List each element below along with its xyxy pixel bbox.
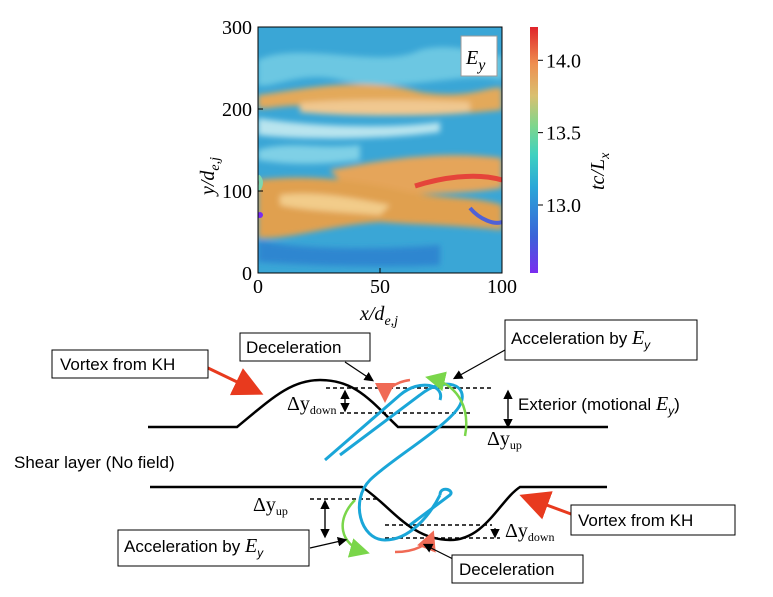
colorbar-label-main: tc/L — [587, 159, 609, 190]
shear-layer-label: Shear layer (No field) — [14, 453, 175, 472]
y-tick-label: 300 — [222, 17, 252, 39]
colorbar — [530, 27, 538, 273]
colorbar-label-sub: x — [598, 152, 613, 160]
text-part: Δy — [487, 428, 510, 450]
x-label-main: x/d — [359, 303, 385, 325]
y-tick-label: 100 — [222, 181, 252, 203]
label-box — [239, 332, 371, 362]
vortex-arrow-bottom — [519, 491, 572, 520]
annotation-main: E — [465, 47, 478, 69]
label-box — [117, 529, 310, 567]
x-tick-label: 50 — [370, 276, 390, 298]
text-part: Δy — [287, 393, 310, 415]
y-label-sub: e,j — [208, 157, 223, 171]
x-axis-label: x/de,j — [359, 303, 398, 329]
dy-label: Δyup — [487, 428, 522, 452]
text-part: E — [244, 535, 257, 557]
deceleration-arrow-bottom — [394, 530, 436, 554]
x-tick-label: 100 — [487, 276, 517, 298]
text-part: y — [643, 338, 651, 352]
label-box — [570, 504, 736, 536]
x-label-sub: e,j — [384, 314, 398, 329]
text-part: up — [276, 504, 288, 518]
label-box — [51, 349, 209, 379]
dy-label: Δydown — [505, 520, 555, 544]
y-axis-label: y/de,j — [197, 157, 223, 197]
x-tick-label: 0 — [253, 276, 263, 298]
text-part: Acceleration by — [511, 329, 632, 348]
vortex-label: Vortex from KH — [578, 511, 693, 530]
vortex-arrow-top — [207, 366, 264, 396]
annotation-sub: y — [476, 57, 486, 74]
leaders — [309, 349, 513, 561]
text-part: ) — [674, 395, 680, 414]
deceleration-label: Deceleration — [246, 338, 341, 357]
text-part: down — [528, 530, 555, 544]
colorbar-tick-label: 14.0 — [546, 50, 581, 72]
text-part: up — [510, 438, 522, 452]
colorbar-tick-label: 13.5 — [546, 123, 581, 145]
annotation: Ey — [465, 47, 486, 74]
text-part: E — [655, 393, 668, 415]
text-part: E — [631, 327, 644, 349]
label-box — [504, 319, 698, 361]
dy-label: Δyup — [253, 494, 288, 518]
deceleration-label: Deceleration — [459, 560, 554, 579]
acceleration-label: Acceleration by Ey — [511, 327, 651, 352]
colorbar-tick-label: 13.0 — [546, 195, 581, 217]
y-tick-label: 0 — [242, 263, 252, 285]
exterior-label: Exterior (motional Ey) — [518, 393, 680, 418]
vortex-label: Vortex from KH — [60, 355, 175, 374]
dy-label: Δydown — [287, 393, 337, 417]
acceleration-arrow-top — [425, 371, 468, 437]
lower-boundary — [150, 485, 607, 542]
acceleration-label: Acceleration by Ey — [124, 535, 264, 560]
orbit-curve — [339, 382, 464, 542]
deceleration-arrow-top — [375, 378, 411, 403]
text-part: Δy — [253, 494, 276, 516]
text-part: Exterior (motional — [518, 395, 656, 414]
label-box — [451, 554, 584, 584]
orbit-curve-3 — [409, 487, 453, 527]
y-tick-label: 200 — [222, 99, 252, 121]
colorbar-label: tc/Lx — [587, 152, 613, 190]
diagram — [148, 349, 608, 561]
text-part: y — [256, 546, 264, 560]
acceleration-arrow-bottom — [341, 499, 370, 558]
y-label-main: y/d — [197, 170, 219, 197]
text-part: down — [310, 403, 337, 417]
dashed-levels — [310, 387, 500, 539]
text-part: Acceleration by — [124, 537, 245, 556]
annotation-box — [460, 35, 498, 77]
text-part: Δy — [505, 520, 528, 542]
upper-boundary — [148, 378, 608, 429]
text-part: y — [667, 404, 675, 418]
